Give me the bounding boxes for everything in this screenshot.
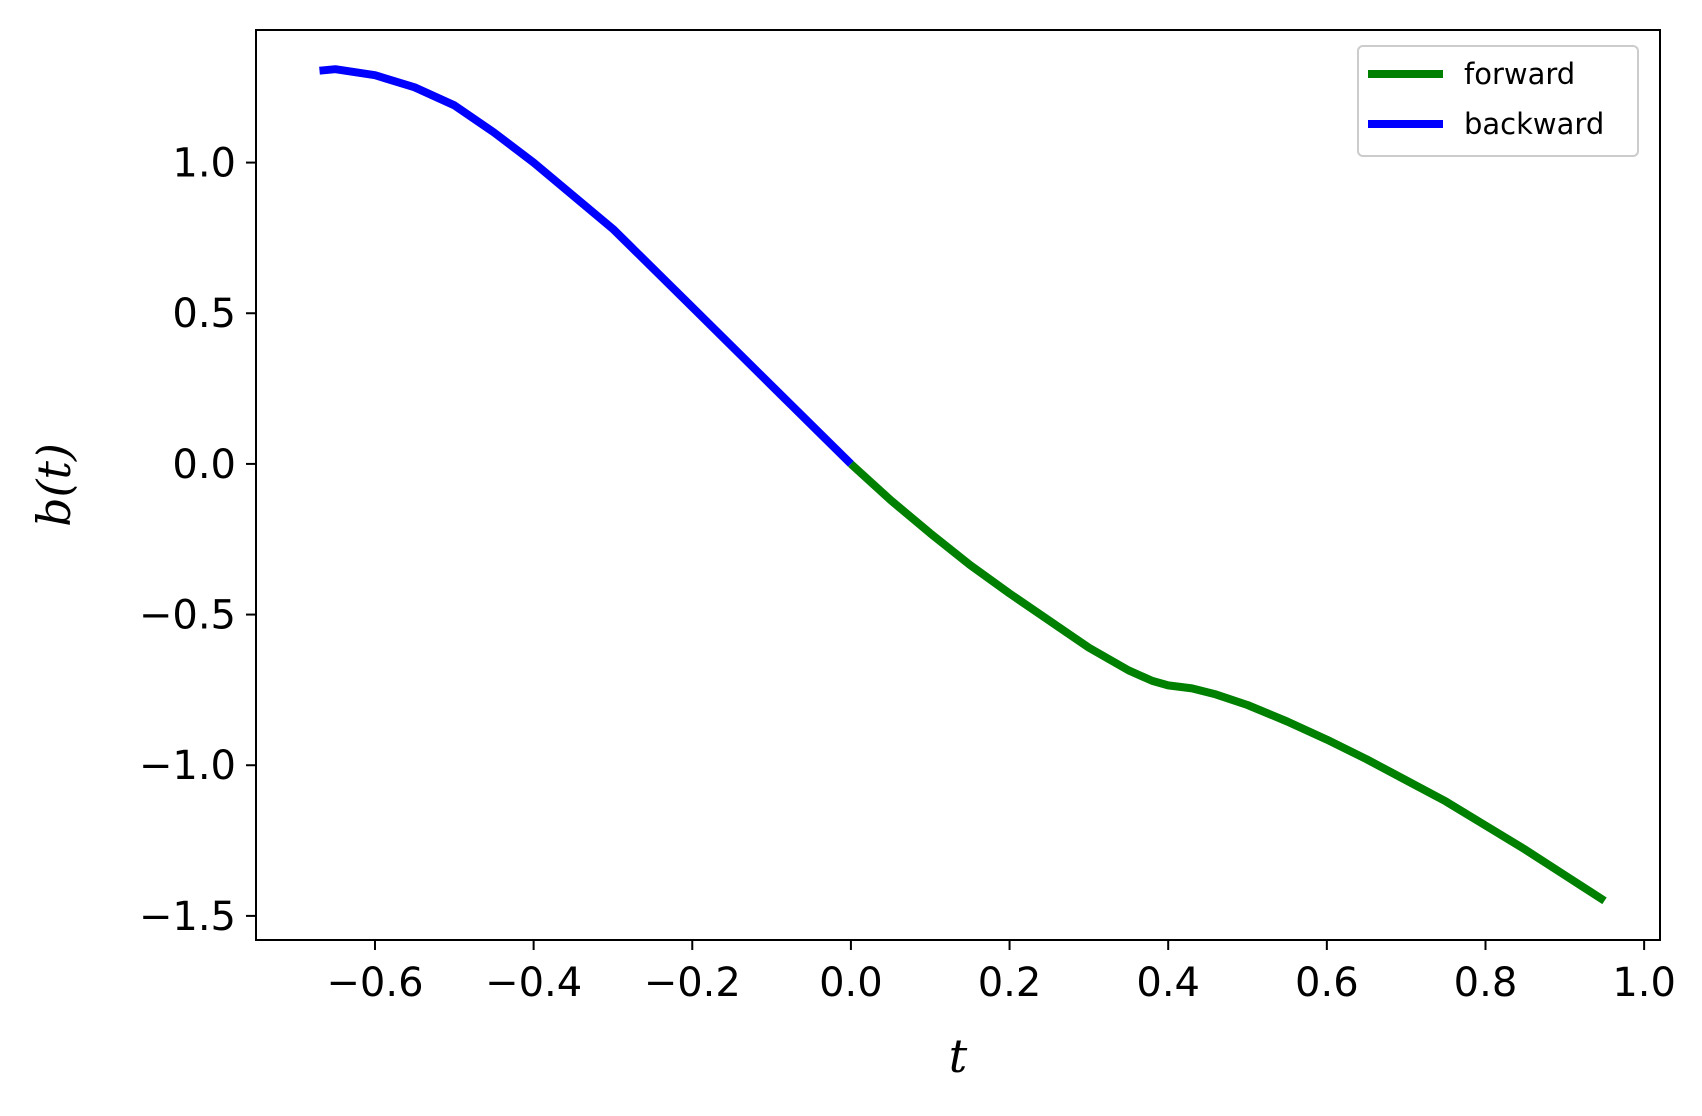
plot-frame	[255, 29, 1661, 941]
x-tick-label: −0.4	[485, 960, 582, 1006]
y-axis-ticks: 1.0 0.5 0.0 −0.5 −1.0 −1.5	[139, 141, 256, 940]
x-tick-label: 0.6	[1295, 960, 1359, 1006]
y-tick-label: 0.0	[172, 442, 236, 488]
y-tick-label: −1.5	[139, 894, 236, 940]
x-tick-label: 0.2	[978, 960, 1042, 1006]
y-tick-label: −1.0	[139, 743, 236, 789]
legend-label-backward: backward	[1464, 107, 1604, 141]
y-axis-title: b(t)	[27, 443, 81, 527]
x-tick-label: 0.8	[1454, 960, 1518, 1006]
y-tick-label: 1.0	[172, 141, 236, 187]
x-tick-label: 0.4	[1136, 960, 1200, 1006]
series-layer	[319, 65, 1607, 905]
legend-label-forward: forward	[1464, 57, 1575, 91]
y-tick-label: 0.5	[172, 291, 236, 337]
x-axis-title: t	[949, 1029, 968, 1083]
x-tick-label: −0.2	[644, 960, 741, 1006]
legend: forward backward	[1357, 45, 1639, 157]
x-tick-label: 1.0	[1612, 960, 1676, 1006]
x-tick-label: 0.0	[819, 960, 883, 1006]
series-line-forward	[848, 460, 1607, 905]
y-tick-label: −0.5	[139, 593, 236, 639]
x-tick-label: −0.6	[326, 960, 423, 1006]
x-axis-ticks: −0.6 −0.4 −0.2 0.0 0.2 0.4 0.6 0.8 1.0	[326, 940, 1676, 1006]
series-line-backward	[319, 65, 854, 467]
